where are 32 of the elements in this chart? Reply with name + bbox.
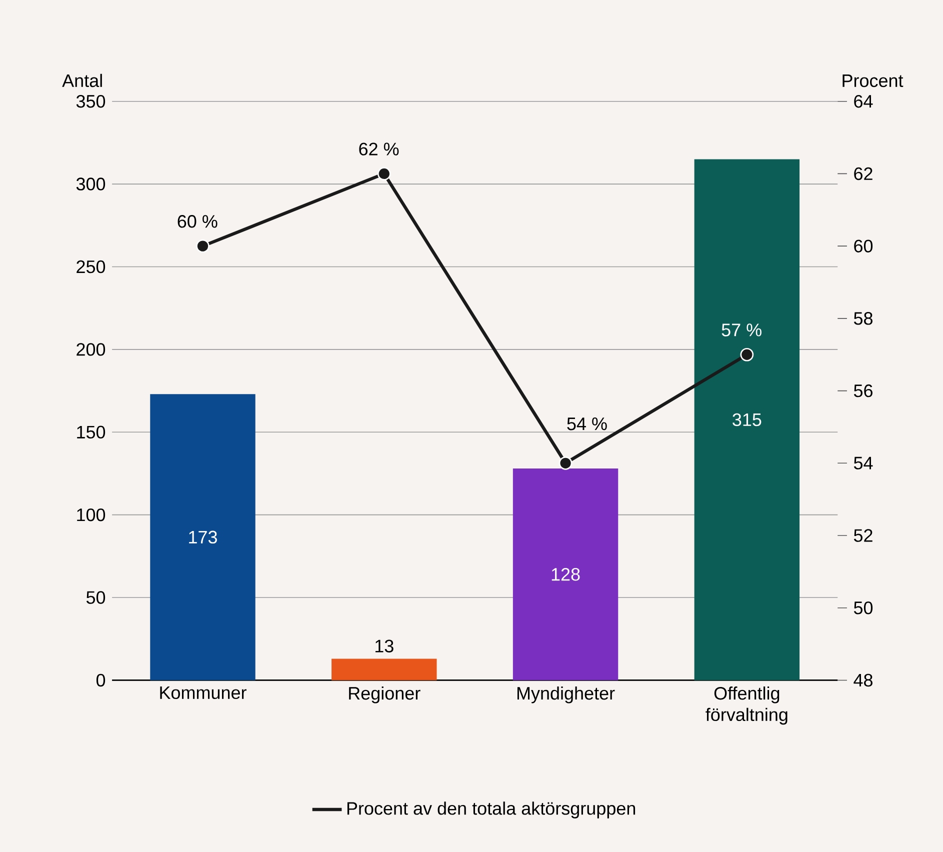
y2-tick-label: 60: [854, 240, 873, 252]
y-tick-label: 250: [76, 260, 106, 273]
data-label: 315: [732, 413, 762, 426]
y-axis-title: Antal: [62, 74, 102, 87]
data-label: 60 %: [178, 214, 218, 228]
y2-tick-label: 62: [854, 167, 872, 180]
y-tick-label: 300: [76, 178, 106, 190]
y2-tick-label: 48: [854, 674, 872, 686]
data-label: 173: [189, 530, 217, 544]
y-tick-label: 200: [76, 342, 106, 356]
y2-tick-label: 50: [854, 601, 873, 614]
x-tick-label: Regioner: [349, 686, 420, 704]
data-label: 57 %: [722, 324, 762, 336]
y-tick-label: 100: [77, 508, 106, 522]
y-tick-label: 150: [77, 426, 106, 438]
x-tick-label: Myndigheter: [517, 686, 615, 704]
y2-axis-title: Procent: [842, 74, 904, 87]
x-tick-label: Kommuner: [160, 686, 246, 699]
data-label: 62 %: [359, 142, 399, 156]
x-tick-label: Offentlig förvaltning: [706, 686, 788, 724]
y-tick-label: 50: [86, 591, 106, 604]
legend-label: Procent av den totala aktörsgruppen: [347, 801, 636, 818]
data-label: 128: [552, 568, 580, 581]
y2-tick-label: 64: [854, 94, 873, 108]
data-label: 54 %: [567, 417, 607, 430]
y2-tick-label: 58: [854, 312, 872, 325]
y-tick-label: 350: [76, 94, 106, 108]
y-tick-label: 0: [96, 674, 106, 686]
y2-tick-label: 52: [854, 528, 872, 542]
data-label: 13: [376, 640, 394, 652]
y2-tick-label: 54: [854, 456, 873, 470]
y2-tick-label: 56: [854, 384, 872, 398]
